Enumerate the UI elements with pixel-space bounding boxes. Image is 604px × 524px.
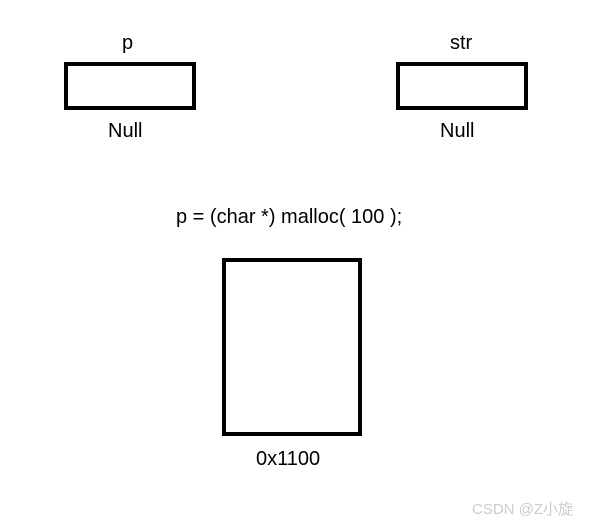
bottom-box xyxy=(222,258,362,436)
right-box xyxy=(396,62,528,110)
code-text: p = (char *) malloc( 100 ); xyxy=(176,206,402,229)
watermark-text: CSDN @Z小旋 xyxy=(472,498,573,519)
left-box-top-label: p xyxy=(122,32,133,55)
left-box-bottom-label: Null xyxy=(108,120,142,143)
left-box xyxy=(64,62,196,110)
right-box-bottom-label: Null xyxy=(440,120,474,143)
right-box-top-label: str xyxy=(450,32,472,55)
bottom-box-label: 0x1100 xyxy=(256,448,320,471)
